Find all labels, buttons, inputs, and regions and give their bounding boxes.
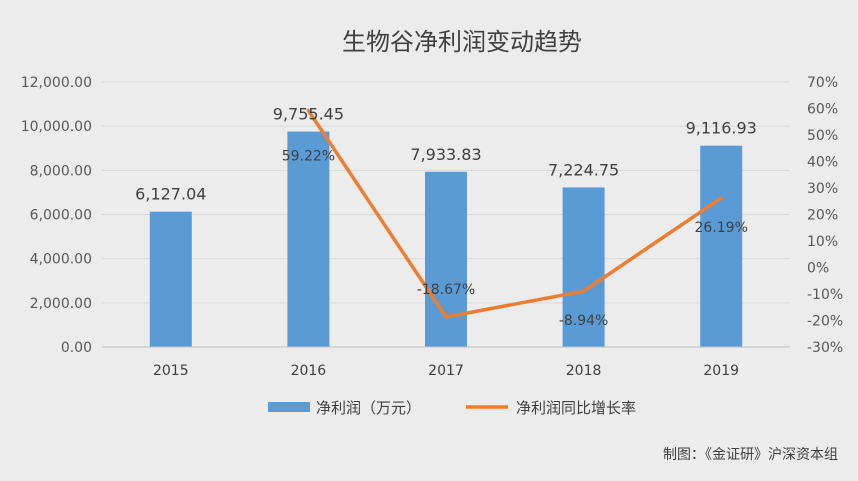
right-tick-label: 70% — [807, 75, 838, 91]
growth-value-label: -18.67% — [417, 282, 475, 298]
bar — [425, 171, 467, 347]
right-tick-label: 10% — [807, 234, 838, 250]
growth-line-path — [306, 108, 723, 319]
right-tick-label: 30% — [807, 181, 838, 197]
bar — [287, 131, 330, 347]
right-tick-label: 0% — [807, 261, 829, 277]
left-tick-label: 6,000.00 — [30, 208, 92, 224]
left-tick-label: 8,000.00 — [30, 163, 92, 179]
left-tick-label: 4,000.00 — [30, 252, 92, 268]
bar — [700, 145, 743, 347]
bar — [149, 211, 192, 347]
right-tick-label: 40% — [807, 155, 838, 171]
chart-title: 生物谷净利润变动趋势 — [342, 28, 582, 56]
right-tick-label: 50% — [807, 128, 838, 144]
data-labels: 6,127.04 9,755.45 7,933.83 7,224.75 9,116.93… — [135, 105, 757, 330]
bars — [149, 131, 743, 347]
bar-value-label: 7,224.75 — [548, 160, 619, 179]
legend-label-line: 净利润同比增长率 — [516, 399, 636, 417]
bar-value-label: 9,116.93 — [686, 119, 757, 138]
bar-value-label: 6,127.04 — [135, 185, 206, 204]
left-tick-label: 0.00 — [61, 340, 92, 356]
legend-swatch-bar — [268, 402, 310, 412]
bar — [562, 187, 605, 347]
growth-value-label: 59.22% — [282, 149, 335, 165]
right-tick-label: 20% — [807, 208, 838, 224]
chart-footer: 制图：《金证研》沪深资本组 — [663, 447, 838, 463]
legend: 净利润（万元） 净利润同比增长率 — [268, 399, 636, 417]
legend-label-bar: 净利润（万元） — [316, 399, 421, 417]
growth-value-label: -8.94% — [559, 313, 609, 329]
right-tick-label: 60% — [807, 102, 838, 118]
x-tick-label: 2016 — [291, 363, 327, 379]
left-tick-label: 12,000.00 — [21, 75, 92, 91]
x-tick-label: 2015 — [153, 363, 189, 379]
x-tick-label: 2019 — [703, 363, 739, 379]
bar-value-label: 9,755.45 — [273, 105, 344, 124]
right-tick-label: -20% — [807, 314, 843, 330]
bar-value-label: 7,933.83 — [410, 145, 481, 164]
x-tick-label: 2018 — [566, 363, 602, 379]
growth-value-label: 26.19% — [695, 220, 748, 236]
left-tick-label: 10,000.00 — [21, 119, 92, 135]
x-tick-label: 2017 — [428, 363, 464, 379]
axes: 0.00 2,000.00 4,000.00 6,000.00 8,000.00 10,0… — [21, 75, 843, 379]
growth-line — [306, 108, 723, 319]
right-tick-label: -10% — [807, 287, 843, 303]
right-tick-label: -30% — [807, 340, 843, 356]
left-tick-label: 2,000.00 — [30, 296, 92, 312]
